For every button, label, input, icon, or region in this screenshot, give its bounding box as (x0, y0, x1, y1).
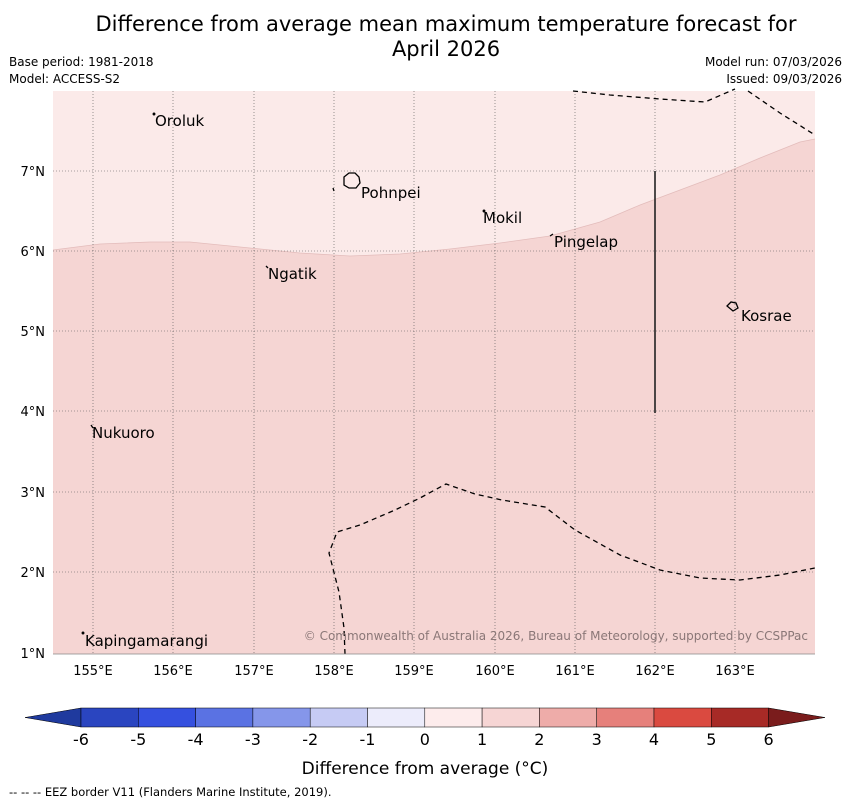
place-label-mokil: Mokil (483, 209, 522, 227)
colorbar-tick-label: -2 (302, 730, 318, 749)
island-outlines (81, 112, 739, 635)
lat-tick-1n: 1°N (21, 647, 46, 662)
lon-tick-labels: 155°E 156°E 157°E 158°E 159°E 160°E 161°… (73, 664, 755, 679)
colorbar-tick-label: 4 (649, 730, 659, 749)
lon-tick-161e: 161°E (555, 664, 595, 679)
lon-tick-162e: 162°E (635, 664, 675, 679)
lat-tick-labels: 7°N 6°N 5°N 4°N 3°N 2°N 1°N (21, 165, 46, 662)
gridlines (53, 91, 815, 654)
colorbar-segment (596, 707, 655, 728)
pohnpei-islet (332, 187, 335, 192)
colorbar-tick-label: 2 (534, 730, 544, 749)
lat-tick-6n: 6°N (21, 245, 46, 260)
colorbar-tick-label: 6 (764, 730, 774, 749)
eez-borders (328, 88, 816, 655)
meta-right: Model run: 07/03/2026 Issued: 09/03/2026 (705, 54, 842, 88)
lat-tick-7n: 7°N (21, 165, 46, 180)
kosrae-island (726, 301, 739, 312)
colorbar-tick-label: -5 (130, 730, 146, 749)
copyright-notice: © Commonwealth of Australia 2026, Bureau… (304, 629, 808, 643)
place-label-ngatik: Ngatik (268, 265, 317, 283)
place-label-pohnpei: Pohnpei (361, 184, 421, 202)
eez-border-northeast (747, 90, 816, 136)
model-name: Model: ACCESS-S2 (9, 72, 121, 86)
map-area: Oroluk Pohnpei Mokil Pingelap Ngatik Kos… (52, 88, 816, 655)
colorbar-segment (367, 707, 426, 728)
lon-tick-163e: 163°E (715, 664, 755, 679)
title-line-1: Difference from average mean maximum tem… (95, 12, 797, 36)
colorbar-segment (80, 707, 139, 728)
colorbar-segment (424, 707, 483, 728)
lon-tick-158e: 158°E (314, 664, 354, 679)
colorbar-segment (309, 707, 368, 728)
colorbar-segment (138, 707, 196, 728)
place-label-kapingamarangi: Kapingamarangi (85, 632, 208, 650)
meta-left: Base period: 1981-2018 Model: ACCESS-S2 (9, 54, 154, 88)
lat-tick-2n: 2°N (21, 566, 46, 581)
pingelap-atoll (549, 233, 554, 237)
colorbar-tick-label: 0 (420, 730, 430, 749)
map-title: Difference from average mean maximum tem… (0, 12, 850, 62)
colorbar-tick-label: -1 (360, 730, 376, 749)
colorbar-segment (653, 707, 712, 728)
place-label-oroluk: Oroluk (155, 112, 204, 130)
lon-tick-160e: 160°E (475, 664, 515, 679)
colorbar-segment (768, 707, 826, 728)
colorbar-tick-label: 1 (477, 730, 487, 749)
lon-tick-155e: 155°E (73, 664, 113, 679)
place-label-kosrae: Kosrae (741, 307, 792, 325)
lon-tick-156e: 156°E (153, 664, 193, 679)
place-label-pingelap: Pingelap (554, 233, 618, 251)
lon-tick-157e: 157°E (234, 664, 274, 679)
colorbar-tick-label: -6 (73, 730, 89, 749)
lon-tick-159e: 159°E (394, 664, 434, 679)
colorbar-label: Difference from average (°C) (302, 759, 549, 779)
model-run: Model run: 07/03/2026 (704, 55, 842, 69)
ngatik-atoll (265, 265, 269, 269)
nukuoro-atoll (90, 424, 94, 429)
lat-tick-4n: 4°N (21, 405, 46, 420)
colorbar-segment (711, 707, 769, 728)
colorbar-tick-label: -4 (188, 730, 204, 749)
colorbar-segment (539, 707, 597, 728)
kapingamarangi-atoll (81, 631, 85, 635)
lat-tick-3n: 3°N (21, 486, 46, 501)
mokil-atoll (482, 209, 486, 213)
colorbar-tick-label: -3 (245, 730, 261, 749)
colorbar-segment (252, 707, 311, 728)
oroluk-atoll (152, 112, 156, 116)
colorbar-segment (24, 707, 82, 728)
colorbar-tick-label: 5 (706, 730, 716, 749)
colorbar (24, 707, 826, 728)
base-period: Base period: 1981-2018 (9, 55, 154, 69)
place-labels: Oroluk Pohnpei Mokil Pingelap Ngatik Kos… (85, 112, 792, 650)
lat-tick-5n: 5°N (21, 325, 46, 340)
issued-date: Issued: 09/03/2026 (726, 72, 842, 86)
colorbar-segment (195, 707, 254, 728)
pohnpei-island (343, 172, 361, 189)
eez-footnote: -- -- -- EEZ border V11 (Flanders Marine… (9, 785, 332, 799)
place-label-nukuoro: Nukuoro (92, 424, 155, 442)
title-line-2: April 2026 (391, 37, 501, 61)
lower-region-shading (53, 139, 815, 654)
eez-border-south (328, 483, 816, 655)
colorbar-tick-label: 3 (592, 730, 602, 749)
contour-line (52, 138, 816, 257)
colorbar-segment (481, 707, 540, 728)
colorbar-tick-labels: -6 -5 -4 -3 -2 -1 0 1 2 3 4 5 6 (73, 730, 774, 749)
